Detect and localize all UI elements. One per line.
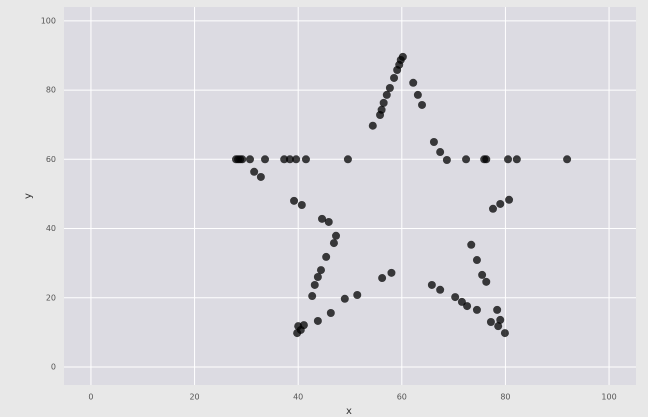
point bbox=[238, 155, 247, 164]
x-tick-label: 40 bbox=[293, 393, 303, 402]
point bbox=[505, 195, 514, 204]
point bbox=[379, 98, 388, 107]
y-tick-label: 20 bbox=[46, 293, 56, 302]
point bbox=[301, 155, 310, 164]
point bbox=[385, 84, 394, 92]
point bbox=[378, 274, 387, 283]
y-axis-label: y bbox=[23, 193, 34, 199]
point bbox=[496, 315, 505, 324]
point bbox=[482, 277, 491, 286]
point bbox=[340, 294, 349, 303]
point bbox=[324, 217, 333, 226]
point bbox=[299, 321, 308, 330]
point bbox=[390, 73, 399, 82]
y-tick-label: 60 bbox=[46, 155, 56, 164]
point bbox=[418, 100, 427, 109]
point bbox=[463, 302, 472, 311]
point bbox=[318, 214, 327, 223]
point bbox=[504, 155, 513, 164]
point bbox=[313, 273, 322, 281]
x-tick-label: 80 bbox=[500, 393, 510, 402]
point bbox=[308, 292, 317, 301]
point bbox=[413, 90, 422, 99]
point bbox=[376, 111, 385, 119]
point bbox=[256, 172, 265, 181]
point bbox=[316, 266, 325, 275]
point bbox=[409, 78, 418, 87]
point bbox=[393, 66, 402, 74]
y-tick-label: 0 bbox=[51, 363, 56, 372]
point bbox=[500, 329, 509, 338]
point bbox=[353, 291, 362, 299]
point bbox=[494, 322, 503, 331]
point bbox=[387, 268, 396, 277]
point bbox=[442, 156, 451, 164]
point bbox=[329, 239, 338, 248]
point bbox=[368, 121, 377, 130]
point bbox=[451, 293, 460, 302]
point bbox=[310, 280, 319, 289]
point bbox=[246, 155, 255, 164]
point bbox=[292, 155, 301, 164]
point bbox=[326, 309, 335, 317]
point bbox=[496, 199, 505, 208]
point bbox=[293, 329, 302, 338]
point bbox=[512, 155, 521, 164]
point bbox=[489, 204, 497, 213]
x-tick-label: 20 bbox=[189, 393, 199, 402]
point bbox=[313, 316, 322, 325]
point bbox=[482, 155, 491, 164]
x-tick-label: 100 bbox=[601, 393, 616, 402]
point bbox=[462, 155, 471, 164]
point bbox=[472, 256, 481, 265]
point bbox=[261, 155, 270, 164]
point bbox=[280, 155, 289, 164]
y-tick-label: 100 bbox=[41, 16, 56, 25]
y-tick-label: 80 bbox=[46, 86, 56, 95]
point bbox=[478, 270, 487, 279]
point bbox=[563, 155, 572, 164]
point bbox=[429, 138, 438, 146]
point bbox=[343, 155, 352, 164]
point bbox=[382, 90, 391, 99]
point bbox=[250, 167, 259, 176]
y-tick-label: 40 bbox=[46, 224, 56, 233]
x-tick-label: 60 bbox=[397, 393, 407, 402]
point bbox=[436, 285, 445, 294]
point bbox=[436, 148, 445, 157]
plot-area bbox=[64, 7, 636, 385]
point bbox=[285, 155, 294, 164]
point bbox=[322, 252, 331, 261]
point bbox=[472, 305, 481, 314]
point bbox=[297, 201, 306, 209]
point bbox=[467, 240, 476, 249]
x-tick-label: 0 bbox=[88, 393, 93, 402]
point bbox=[290, 196, 299, 205]
x-axis-label: x bbox=[346, 406, 352, 417]
point bbox=[332, 231, 341, 240]
point bbox=[493, 305, 502, 314]
point bbox=[427, 280, 436, 289]
point bbox=[486, 318, 495, 326]
